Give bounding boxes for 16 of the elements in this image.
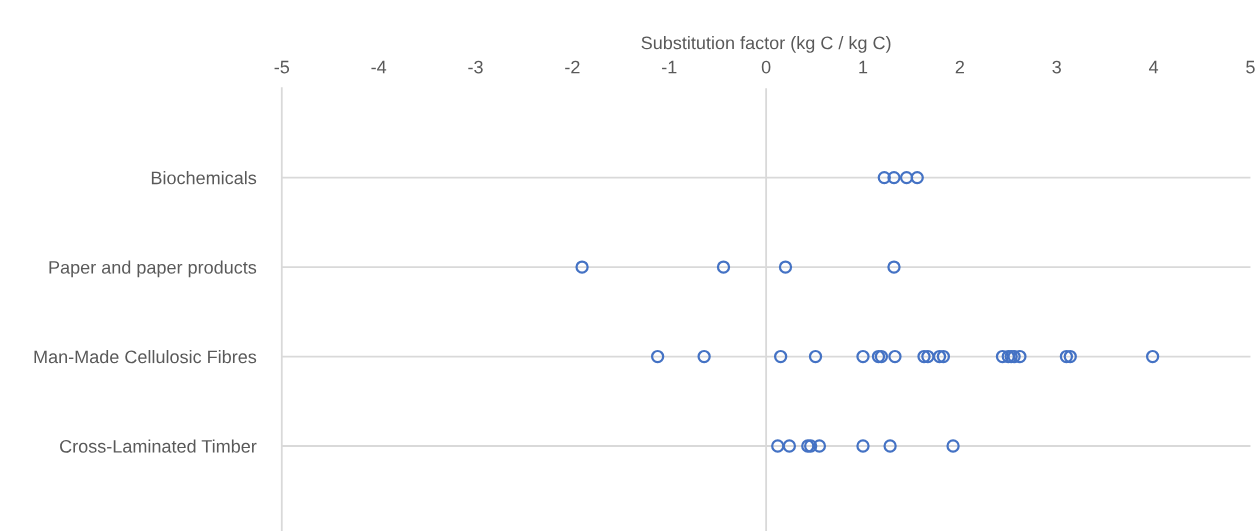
x-tick-label: -5 <box>274 60 290 74</box>
x-tick-label: 2 <box>955 60 964 74</box>
x-tick-label: -2 <box>565 60 580 74</box>
x-tick-label: -4 <box>371 60 387 74</box>
x-tick-label: -1 <box>662 60 677 74</box>
x-tick-label: 0 <box>761 60 771 74</box>
y-tick-label: Cross-Laminated Timber <box>60 439 257 453</box>
x-tick-label: 3 <box>1052 60 1061 74</box>
y-tick-label: Biochemicals <box>151 171 257 185</box>
x-tick-label: 4 <box>1148 60 1159 74</box>
x-tick-label: 1 <box>859 60 868 74</box>
x-tick-label: -3 <box>468 60 483 74</box>
x-axis-title: Substitution factor (kg C / kg C) <box>641 36 891 53</box>
y-tick-label: Man-Made Cellulosic Fibres <box>34 350 257 364</box>
x-tick-label: 5 <box>1246 60 1255 74</box>
y-tick-label: Paper and paper products <box>49 260 257 278</box>
